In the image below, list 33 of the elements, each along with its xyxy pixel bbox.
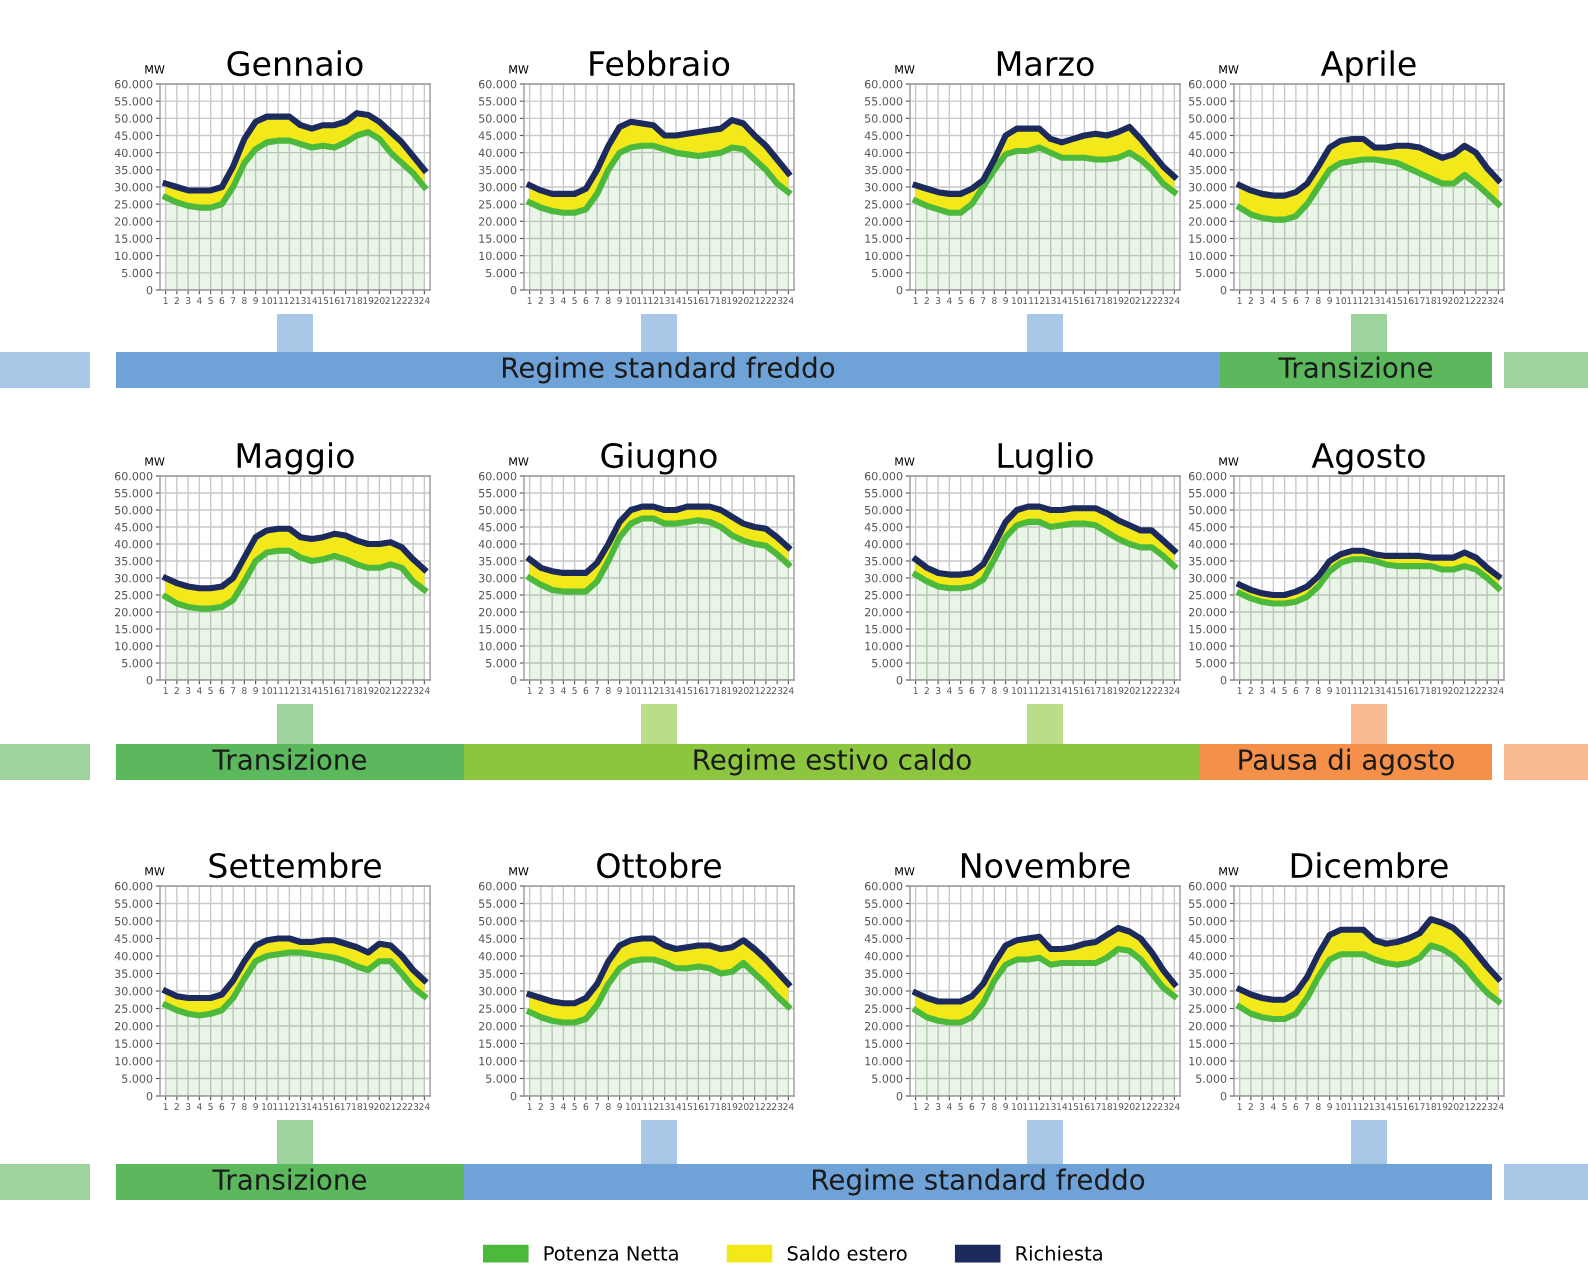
chart-title: Dicembre <box>1291 852 1448 879</box>
chart-title: Settembre <box>209 852 381 879</box>
text: Regime standard freddo <box>813 1168 1145 1196</box>
legend-label: Richiesta <box>1016 1245 1102 1261</box>
chart-title: Ottobre <box>597 852 721 879</box>
line-series <box>1236 916 1502 1003</box>
line-series <box>162 935 428 1002</box>
line-series <box>526 935 792 1007</box>
line-series <box>162 525 428 592</box>
text: Regime standard freddo <box>503 356 835 384</box>
text: Regime estivo caldo <box>694 748 971 776</box>
chart-title: Agosto <box>1311 443 1425 475</box>
text: Pausa di agosto <box>1239 748 1454 776</box>
chart-title: Marzo <box>997 51 1094 77</box>
chart-title: Giugno <box>601 442 717 475</box>
text: Transizione <box>212 1168 367 1191</box>
chart-title: Maggio <box>237 442 354 475</box>
line-series <box>912 123 1178 197</box>
line-series <box>162 110 428 194</box>
chart-title: Febbraio <box>590 50 730 77</box>
legend-label: Potenza Netta <box>544 1246 678 1261</box>
legend-label: Saldo estero <box>787 1245 907 1261</box>
chart-title: Luglio <box>998 442 1093 475</box>
chart-title: Aprile <box>1320 50 1416 83</box>
chart-title: Gennaio <box>227 50 363 77</box>
line-series <box>912 503 1178 578</box>
chart-title: Novembre <box>961 852 1130 879</box>
line-series <box>912 924 1178 1005</box>
line-series <box>526 503 792 576</box>
line-series <box>1236 135 1502 199</box>
line-series <box>526 116 792 197</box>
text: Transizione <box>212 748 367 771</box>
text: Transizione <box>1278 356 1433 379</box>
